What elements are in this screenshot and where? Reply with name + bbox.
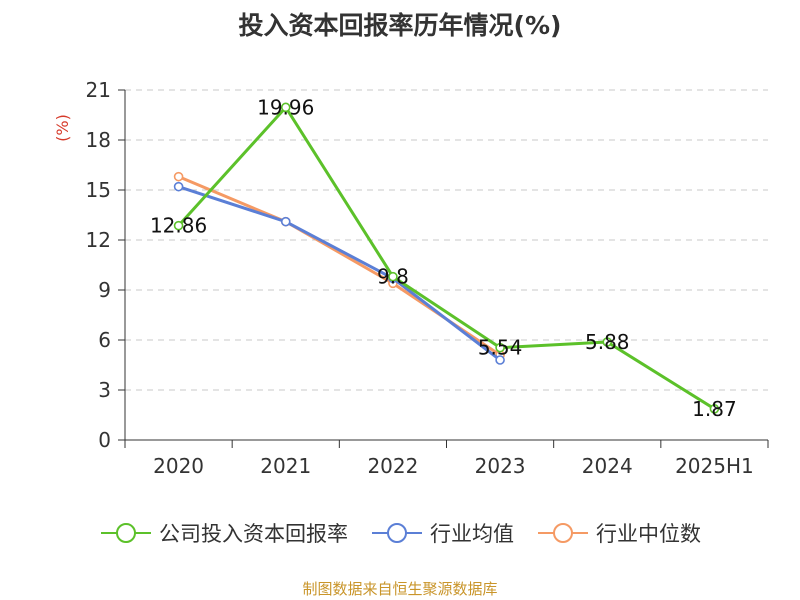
y-tick-label: 18 (86, 128, 111, 152)
data-label: 12.86 (150, 214, 207, 238)
series-point-1[interactable] (173, 181, 184, 192)
series-point-0[interactable] (602, 337, 613, 347)
legend: 公司投入资本回报率 行业均值 行业中位数 (0, 518, 800, 548)
data-labels: 12.86 19.96 9.8 5.54 5.88 1.87 (150, 95, 737, 421)
x-tick-label: 2020 (153, 454, 204, 478)
series-point-0[interactable] (709, 404, 720, 414)
axes: 0 3 6 9 12 15 18 21 2020 2021 2022 2023 2024 2025H1 (%… (53, 78, 769, 478)
legend-line-orange-icon (538, 523, 588, 543)
series-line-1 (178, 185, 501, 362)
series-point-0[interactable] (388, 271, 398, 282)
series-point-0[interactable] (495, 342, 505, 353)
series-point-0[interactable] (280, 102, 291, 113)
series-point-1[interactable] (280, 216, 291, 227)
legend-label-industry-mean: 行业均值 (430, 522, 514, 546)
y-tick-label: 9 (98, 278, 111, 302)
y-axis-label: (%) (53, 114, 72, 142)
x-tick-label: 2022 (367, 454, 418, 478)
data-label: 1.87 (692, 397, 737, 421)
grid-lines (125, 89, 768, 391)
y-tick-label: 12 (86, 228, 111, 252)
data-label: 5.88 (585, 330, 630, 354)
data-label: 5.54 (478, 336, 523, 360)
x-tick-label: 2024 (582, 454, 633, 478)
data-label: 19.96 (257, 95, 314, 119)
series-point-2[interactable] (173, 171, 184, 182)
legend-line-blue-icon (372, 523, 422, 543)
y-tick-label: 15 (86, 178, 111, 202)
y-tick-label: 0 (98, 428, 111, 452)
source-note: 制图数据来自恒生聚源数据库 (302, 580, 498, 598)
legend-item-industry-mean[interactable]: 行业均值 (370, 518, 514, 548)
series-lines (173, 102, 720, 414)
y-tick-label: 6 (98, 328, 111, 352)
x-tick-label: 2025H1 (675, 454, 754, 478)
legend-item-industry-median[interactable]: 行业中位数 (536, 518, 701, 548)
data-label: 9.8 (377, 265, 409, 289)
x-tick-label: 2021 (260, 454, 311, 478)
legend-line-green-icon (101, 523, 151, 543)
y-tick-label: 3 (98, 378, 111, 402)
y-tick-label: 21 (86, 78, 111, 102)
series-point-1[interactable] (495, 355, 505, 365)
legend-label-industry-median: 行业中位数 (596, 522, 701, 546)
legend-label-company: 公司投入资本回报率 (159, 522, 348, 546)
x-tick-label: 2023 (475, 454, 526, 478)
series-line-0 (177, 105, 716, 411)
chart-title: 投入资本回报率历年情况(%) (238, 11, 562, 40)
legend-item-company[interactable]: 公司投入资本回报率 (99, 518, 348, 548)
series-point-0[interactable] (173, 220, 184, 231)
